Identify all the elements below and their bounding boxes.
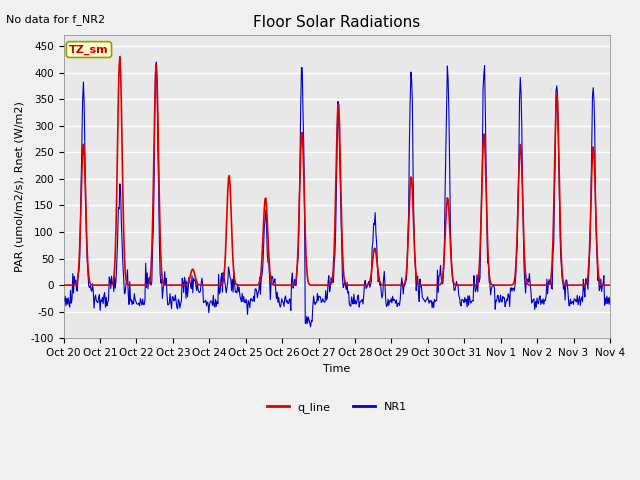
- Y-axis label: PAR (umol/m2/s), Rnet (W/m2): PAR (umol/m2/s), Rnet (W/m2): [15, 101, 25, 272]
- Legend: q_line, NR1: q_line, NR1: [262, 398, 412, 418]
- Title: Floor Solar Radiations: Floor Solar Radiations: [253, 15, 420, 30]
- X-axis label: Time: Time: [323, 363, 351, 373]
- Text: TZ_sm: TZ_sm: [69, 45, 109, 55]
- Text: No data for f_NR2: No data for f_NR2: [6, 14, 106, 25]
